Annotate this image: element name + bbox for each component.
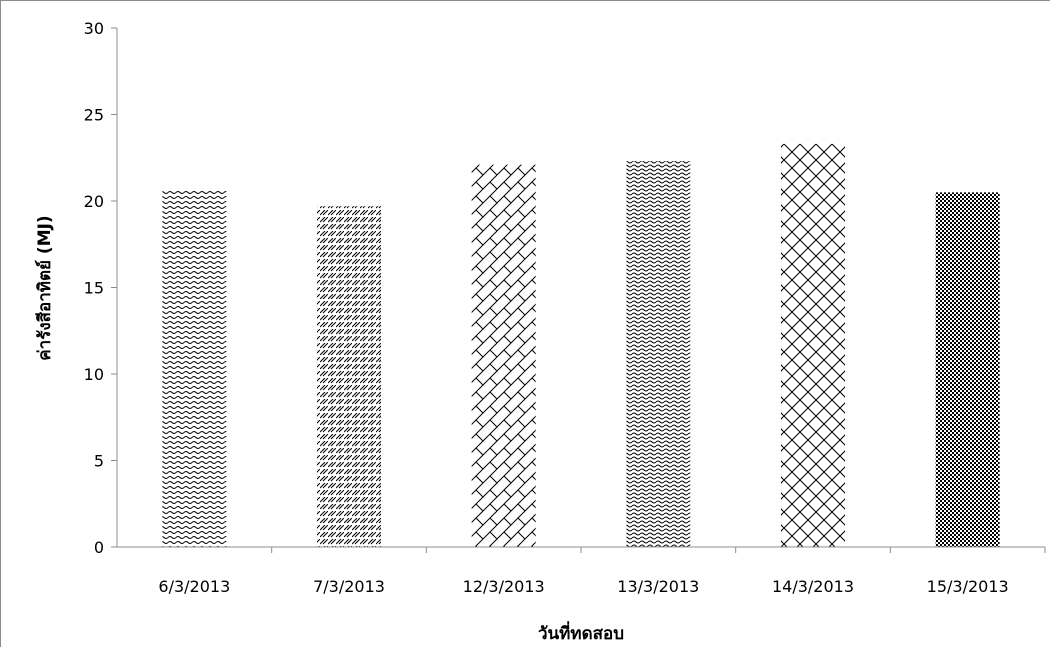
x-axis-title: วันที่ทดสอบ — [538, 621, 624, 644]
x-tick-label: 7/3/2013 — [313, 577, 385, 596]
bars — [162, 143, 1000, 548]
bar-1 — [162, 190, 227, 547]
x-tick-label: 14/3/2013 — [772, 577, 854, 596]
y-tick-label: 20 — [84, 192, 104, 211]
y-tick-label: 10 — [84, 365, 104, 384]
x-axis-tick-labels: 6/3/2013 7/3/2013 12/3/2013 13/3/2013 14/3/2… — [158, 547, 1046, 596]
y-tick-label: 0 — [94, 538, 104, 557]
y-axis-ticks: 0 5 10 15 20 25 30 — [84, 19, 117, 557]
y-axis-title: ค่ารังสีอาทิตย์ (MJ) — [34, 215, 55, 360]
y-tick-label: 30 — [84, 19, 104, 38]
bar-6 — [935, 192, 1000, 547]
y-tick-label: 5 — [94, 452, 104, 471]
x-tick-label: 13/3/2013 — [617, 577, 699, 596]
y-tick-label: 15 — [84, 279, 104, 298]
x-tick-label: 6/3/2013 — [158, 577, 230, 596]
bar-3 — [471, 164, 536, 548]
x-tick-label: 15/3/2013 — [927, 577, 1009, 596]
bar-5 — [781, 143, 845, 547]
bar-4 — [626, 161, 691, 547]
x-tick-label: 12/3/2013 — [463, 577, 545, 596]
bar-2 — [317, 206, 381, 547]
y-tick-label: 25 — [84, 106, 104, 125]
axes — [116, 28, 1045, 548]
